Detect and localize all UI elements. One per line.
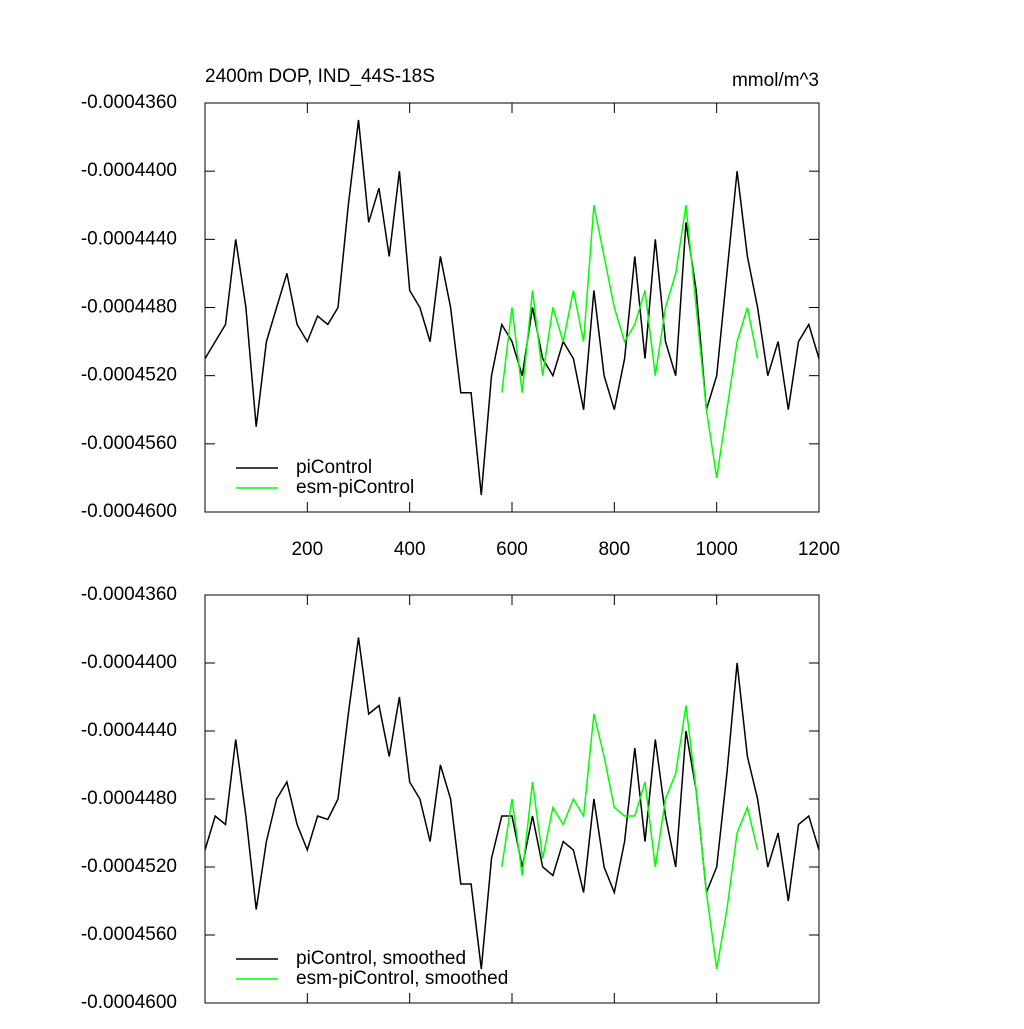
line-series <box>501 205 759 479</box>
y-tick-label: -0.0004480 <box>81 788 177 809</box>
y-tick-label: -0.0004560 <box>81 924 177 945</box>
y-tick-label: -0.0004600 <box>81 992 177 1013</box>
legend-label: piControl <box>296 457 372 478</box>
legend-label: esm-piControl <box>296 477 414 498</box>
x-tick-label: 200 <box>291 539 323 560</box>
chart-title: 2400m DOP, IND_44S-18S <box>205 66 435 87</box>
x-tick-label: 800 <box>598 539 630 560</box>
y-tick-label: -0.0004440 <box>81 228 177 249</box>
x-tick-label: 400 <box>394 539 426 560</box>
x-tick-label: 600 <box>496 539 528 560</box>
legend-label: piControl, smoothed <box>296 948 466 969</box>
y-tick-label: -0.0004480 <box>81 297 177 318</box>
y-tick-label: -0.0004600 <box>81 501 177 522</box>
y-tick-label: -0.0004520 <box>81 856 177 877</box>
line-series <box>501 705 759 970</box>
line-series <box>204 637 820 970</box>
unit-label: mmol/m^3 <box>732 70 819 91</box>
y-tick-label: -0.0004400 <box>81 160 177 181</box>
y-tick-label: -0.0004560 <box>81 433 177 454</box>
legend-label: esm-piControl, smoothed <box>296 968 508 989</box>
y-tick-label: -0.0004520 <box>81 365 177 386</box>
y-tick-label: -0.0004400 <box>81 652 177 673</box>
y-tick-label: -0.0004360 <box>81 584 177 605</box>
x-tick-label: 1200 <box>798 539 840 560</box>
y-tick-label: -0.0004440 <box>81 720 177 741</box>
x-tick-label: 1000 <box>696 539 738 560</box>
line-series <box>204 119 820 496</box>
y-tick-label: -0.0004360 <box>81 92 177 113</box>
